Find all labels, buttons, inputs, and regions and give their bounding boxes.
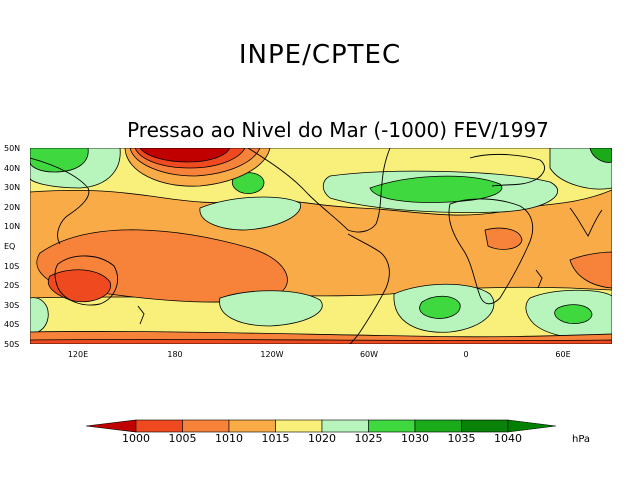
- colorbar-segment-1025: [368, 419, 416, 433]
- colorbar-segment-1010: [228, 419, 276, 433]
- coast-north-america: [247, 148, 391, 233]
- coast-australia: [54, 255, 118, 306]
- lon-label: 180: [167, 350, 183, 359]
- colorbar-segment-1020: [321, 419, 369, 433]
- contour-1025-sind: [554, 304, 593, 324]
- colorbar-label: 1000: [122, 432, 150, 445]
- coast-africa: [448, 198, 534, 305]
- colorbar-segment-1005: [182, 419, 230, 433]
- coast-india: [569, 207, 603, 237]
- lat-label: 40N: [4, 164, 21, 173]
- contour-1030-natl: [369, 175, 503, 203]
- colorbar-right-arrow: [507, 419, 556, 433]
- lat-label: 30S: [4, 301, 20, 310]
- lon-label: 60E: [555, 350, 571, 359]
- map-title: INPE/CPTEC: [238, 40, 402, 70]
- lon-label: 120E: [67, 350, 89, 359]
- colorbar-label: 1030: [401, 432, 429, 445]
- coast-europe: [469, 153, 545, 187]
- colorbar-left-arrow: [86, 419, 137, 433]
- colorbar-label: 1010: [215, 432, 243, 445]
- colorbar-segment-1015: [275, 419, 323, 433]
- color-bar: [86, 419, 556, 433]
- contour-1005-australia: [47, 269, 111, 303]
- contour-1000-aleutian: [139, 148, 231, 163]
- colorbar-label: 1005: [168, 432, 197, 445]
- lon-label: 120W: [260, 350, 284, 359]
- coast-south-america: [347, 233, 390, 344]
- lat-label: 10S: [4, 262, 20, 271]
- lat-label: 30N: [4, 183, 21, 192]
- contour-1005-indian: [569, 251, 612, 289]
- coast-newzealand: [137, 305, 145, 325]
- lat-label: 20N: [4, 203, 21, 212]
- colorbar-label: 1020: [308, 432, 336, 445]
- colorbar-segment-1000: [135, 419, 183, 433]
- coast-asia: [30, 157, 90, 245]
- pressure-map: [30, 148, 612, 344]
- contour-1020-npac: [199, 196, 301, 231]
- lat-label: 10N: [4, 222, 21, 231]
- contour-1025-asia: [30, 148, 89, 173]
- lon-label: 60W: [359, 350, 379, 359]
- lat-label: 20S: [4, 281, 20, 290]
- lat-label: 40S: [4, 320, 20, 329]
- lat-label: 50S: [4, 340, 20, 349]
- colorbar-segment-1030: [414, 419, 462, 433]
- colorbar-label: 1035: [447, 432, 476, 445]
- coast-madagascar: [535, 269, 543, 289]
- colorbar-label: 1015: [261, 432, 290, 445]
- unit-label: hPa: [572, 434, 591, 445]
- contour-1025-satl: [419, 295, 461, 319]
- contour-1030-siberia: [589, 148, 612, 163]
- contour-1005-africa: [484, 227, 523, 250]
- contour-1000-southern: [30, 339, 612, 344]
- contour-1020-spac: [219, 290, 323, 327]
- colorbar-label: 1040: [494, 432, 522, 445]
- lat-label: EQ: [4, 242, 16, 251]
- lat-label: 50N: [4, 144, 21, 153]
- lon-label: 0: [463, 350, 469, 359]
- map-subtitle: Pressao ao Nivel do Mar (-1000) FEV/1997: [127, 118, 549, 142]
- contour-1025-mpac: [231, 172, 265, 194]
- colorbar-segment-1035: [461, 419, 509, 433]
- colorbar-label: 1025: [354, 432, 383, 445]
